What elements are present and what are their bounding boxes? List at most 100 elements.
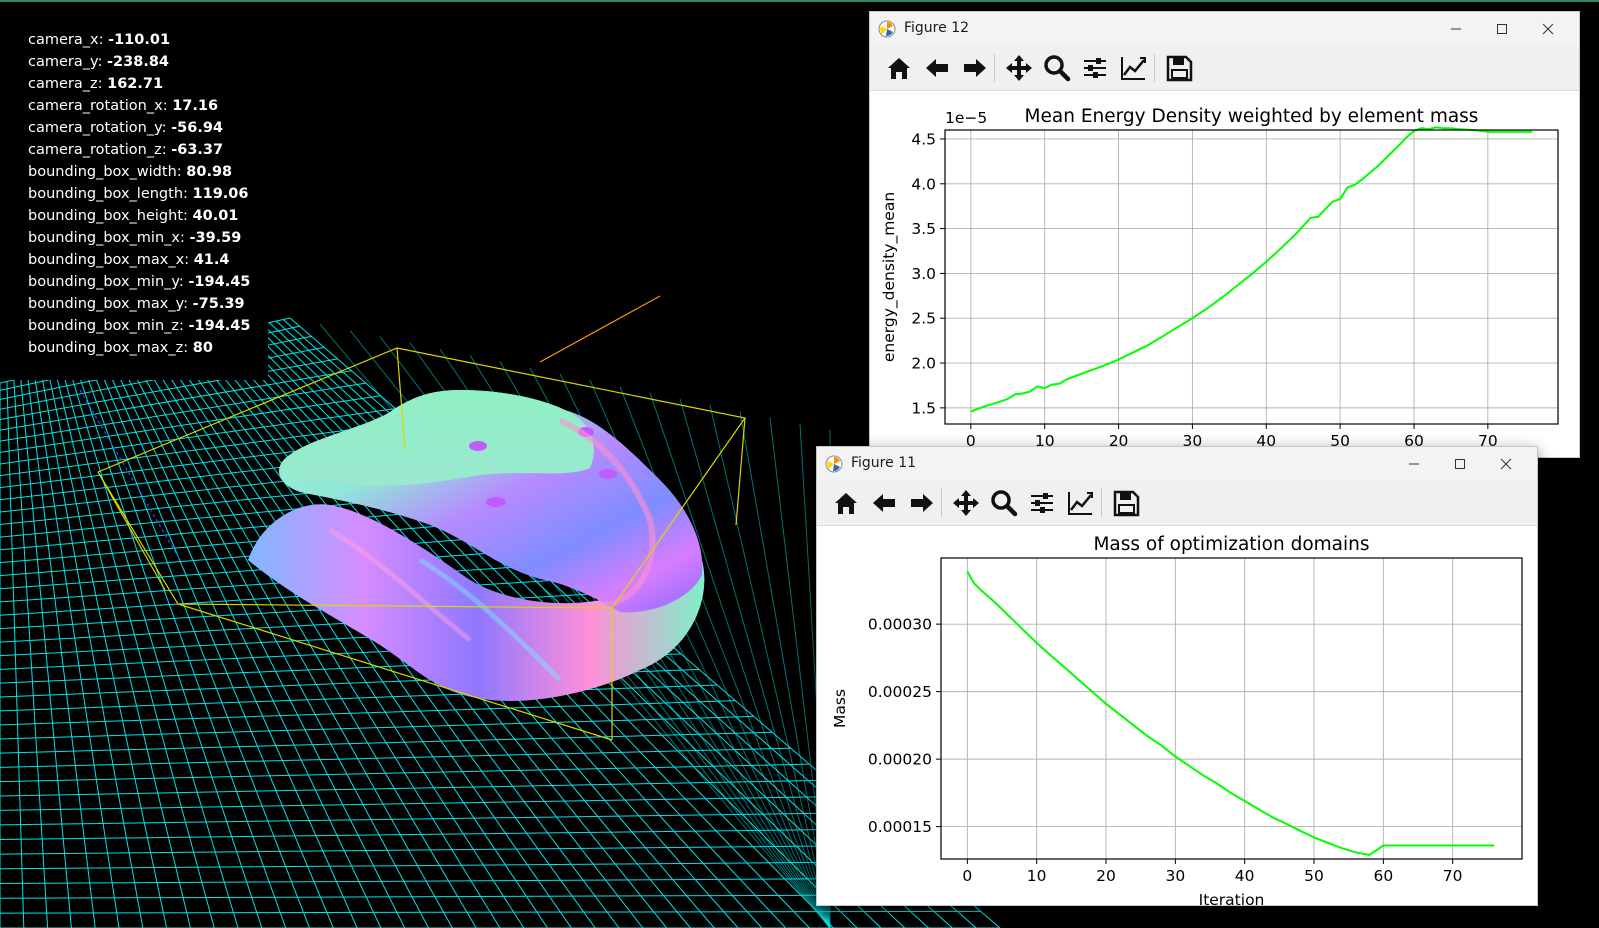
axes-frame xyxy=(944,129,1559,425)
back-arrow-icon xyxy=(873,494,895,512)
pan-icon xyxy=(953,490,979,516)
info-value: -194.45 xyxy=(188,274,251,290)
grid-line xyxy=(649,392,831,928)
home-button[interactable] xyxy=(829,487,863,519)
x-tick-label: 20 xyxy=(1096,867,1116,885)
x-tick-label: 40 xyxy=(1235,867,1255,885)
grid-line xyxy=(0,715,754,740)
info-row: bounding_box_max_x: 41.4 xyxy=(28,249,250,271)
close-button[interactable] xyxy=(1525,14,1571,44)
toolbar-separator xyxy=(941,489,942,517)
pan-icon xyxy=(1006,55,1032,81)
info-key: bounding_box_min_y: xyxy=(28,274,189,290)
info-key: camera_rotation_y: xyxy=(28,120,172,136)
edit-axis-button[interactable] xyxy=(1063,487,1097,519)
info-value: -238.84 xyxy=(107,54,170,70)
y-tick-label: 0.00030 xyxy=(868,616,932,634)
zoom-icon xyxy=(991,490,1018,517)
configure-subplots-button[interactable] xyxy=(1078,52,1112,84)
x-tick-label: 0 xyxy=(962,867,972,885)
mesh-model[interactable] xyxy=(248,390,705,701)
x-tick-label: 10 xyxy=(1027,867,1047,885)
minimize-button[interactable] xyxy=(1433,14,1479,44)
chart-title: Mass of optimization domains xyxy=(1093,534,1369,555)
zoom-button[interactable] xyxy=(987,487,1021,519)
zoom-button[interactable] xyxy=(1040,52,1074,84)
top-border xyxy=(0,0,1599,2)
scene-axes xyxy=(79,295,661,561)
back-arrow-button[interactable] xyxy=(867,487,901,519)
grid-line xyxy=(0,700,736,726)
close-button[interactable] xyxy=(1483,449,1529,479)
save-button[interactable] xyxy=(1109,487,1143,519)
grid-line xyxy=(0,577,593,616)
y-tick-label: 0.00020 xyxy=(868,751,932,769)
y-tick-label: 0.00015 xyxy=(868,818,932,836)
figure-11-plot-area[interactable]: 0 10 20 30 40 50 60 70 0.00015 0.00020 0.00025 0.00… xyxy=(817,526,1537,905)
x-tick-label: 10 xyxy=(1035,432,1055,450)
minimize-button[interactable] xyxy=(1391,449,1437,479)
info-key: bounding_box_max_z: xyxy=(28,340,193,356)
info-row: bounding_box_height: 40.01 xyxy=(28,205,250,227)
info-row: bounding_box_max_y: -75.39 xyxy=(28,293,250,315)
info-row: bounding_box_length: 119.06 xyxy=(28,183,250,205)
info-value: 80 xyxy=(192,340,213,356)
x-tick-label: 0 xyxy=(966,432,976,450)
info-key: camera_rotation_x: xyxy=(28,98,173,114)
maximize-button[interactable] xyxy=(1479,14,1525,44)
info-value: 41.4 xyxy=(193,252,230,268)
info-value: -194.45 xyxy=(188,318,251,334)
axis-offset-text: 1e−5 xyxy=(945,109,987,127)
home-icon xyxy=(835,493,857,514)
info-value: -63.37 xyxy=(171,142,224,158)
configure-subplots-button[interactable] xyxy=(1025,487,1059,519)
mass-chart[interactable]: 0 10 20 30 40 50 60 70 0.00015 0.00020 0.00025 0.00… xyxy=(817,526,1537,905)
home-button[interactable] xyxy=(882,52,916,84)
y-tick-label: 4.0 xyxy=(911,175,936,193)
figure-11-toolbar xyxy=(817,481,1537,526)
camera-info-panel: camera_x: -110.01 camera_y: -238.84 camera… xyxy=(28,29,250,359)
info-key: bounding_box_length: xyxy=(28,186,193,202)
pan-button[interactable] xyxy=(949,487,983,519)
save-icon xyxy=(1113,490,1140,517)
info-key: bounding_box_max_y: xyxy=(28,296,193,312)
x-tick-label: 60 xyxy=(1373,867,1393,885)
figure-11-window[interactable]: Figure 11 0 10 20 30 40 50 60 70 0.00015 0.00020 0… xyxy=(816,446,1538,906)
info-value: -39.59 xyxy=(189,230,242,246)
y-tick-label: 1.5 xyxy=(911,399,936,417)
grid-line xyxy=(0,861,923,870)
figure-12-plot-area[interactable]: 0 10 20 30 40 50 60 70 1.5 2.0 2.5 3.0 3.5 4.0 4.5 Mean… xyxy=(870,91,1579,457)
x-tick-label: 30 xyxy=(1183,432,1203,450)
edit-axis-button[interactable] xyxy=(1116,52,1150,84)
info-row: bounding_box_min_y: -194.45 xyxy=(28,271,250,293)
x-axis-label: Iteration xyxy=(1199,891,1265,905)
forward-arrow-button[interactable] xyxy=(905,487,939,519)
series-line xyxy=(966,570,1495,857)
info-row: camera_z: 162.71 xyxy=(28,73,250,95)
pan-button[interactable] xyxy=(1002,52,1036,84)
save-icon xyxy=(1166,55,1193,82)
figure-12-titlebar[interactable]: Figure 12 xyxy=(870,12,1579,46)
toolbar-separator xyxy=(1154,54,1155,82)
grid-line xyxy=(739,411,831,928)
series-line xyxy=(970,126,1533,413)
x-tick-label: 40 xyxy=(1256,432,1276,450)
figure-12-window[interactable]: Figure 12 0 10 20 30 40 50 60 70 1.5 2.0 2.5 3.0 3.5… xyxy=(869,11,1580,458)
grid-line xyxy=(0,684,718,712)
energy-density-chart[interactable]: 0 10 20 30 40 50 60 70 1.5 2.0 2.5 3.0 3.5 4.0 4.5 Mean… xyxy=(870,91,1579,457)
chart-title: Mean Energy Density weighted by element … xyxy=(1025,106,1479,127)
info-row: bounding_box_min_x: -39.59 xyxy=(28,227,250,249)
edit-axis-icon xyxy=(1068,492,1093,515)
y-tick-label: 2.5 xyxy=(911,310,936,328)
back-arrow-button[interactable] xyxy=(920,52,954,84)
back-arrow-icon xyxy=(926,59,948,77)
forward-arrow-icon xyxy=(964,59,986,77)
grid-line xyxy=(0,421,411,477)
figure-11-titlebar[interactable]: Figure 11 xyxy=(817,447,1537,481)
info-key: camera_rotation_z: xyxy=(28,142,172,158)
matplotlib-logo-icon xyxy=(825,455,843,473)
forward-arrow-button[interactable] xyxy=(958,52,992,84)
maximize-button[interactable] xyxy=(1437,449,1483,479)
save-button[interactable] xyxy=(1162,52,1196,84)
grid-line xyxy=(0,779,829,797)
